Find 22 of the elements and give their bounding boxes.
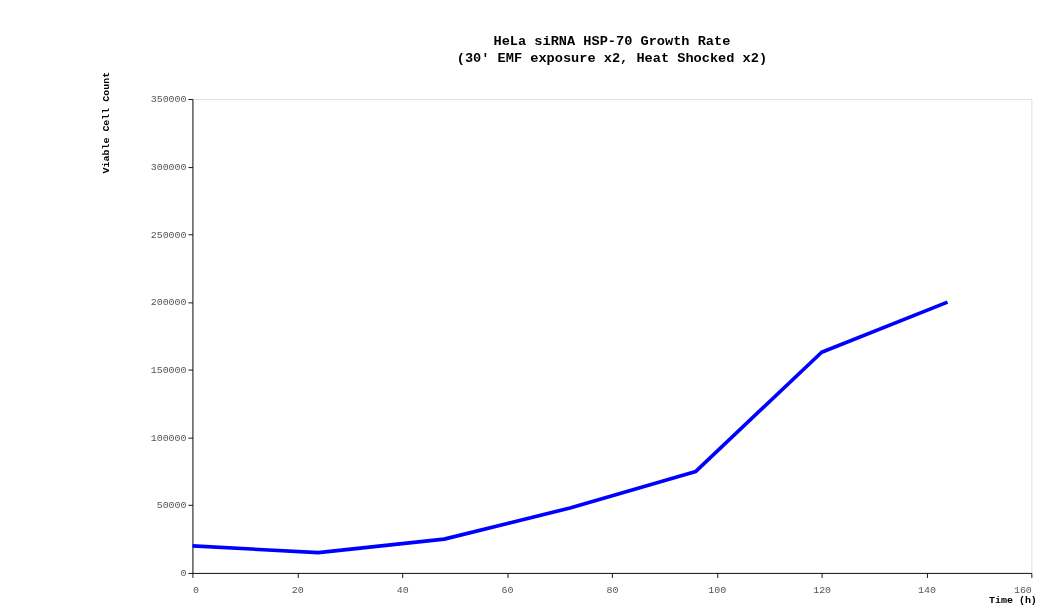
x-tick-label: 100 <box>708 585 727 597</box>
y-axis-title: Viable Cell Count <box>100 71 112 174</box>
x-tick-label: 20 <box>291 585 304 597</box>
x-tick-label: 160 <box>1013 585 1032 597</box>
y-tick-label: 200000 <box>150 297 187 309</box>
chart-subtitle: (30' EMF exposure x2, Heat Shocked x2) <box>456 50 768 66</box>
y-tick-label: 250000 <box>150 229 187 241</box>
x-axis-title: Time (h) <box>988 594 1037 606</box>
x-tick-label: 60 <box>501 585 514 597</box>
x-tick-label: 40 <box>396 585 409 597</box>
y-tick-label: 350000 <box>150 94 187 106</box>
x-tick-label: 140 <box>918 585 936 597</box>
y-tick-label: 300000 <box>150 161 187 173</box>
chart-title: HeLa siRNA HSP-70 Growth Rate <box>493 34 731 50</box>
y-tick-label: 100000 <box>150 432 187 444</box>
y-tick-label: 150000 <box>150 365 187 377</box>
y-tick-label: 50000 <box>156 500 187 512</box>
x-tick-label: 0 <box>192 585 199 597</box>
x-tick-label: 120 <box>813 585 832 597</box>
x-tick-label: 80 <box>606 585 619 597</box>
line-series <box>190 300 950 555</box>
y-tick-label: 0 <box>180 568 187 580</box>
